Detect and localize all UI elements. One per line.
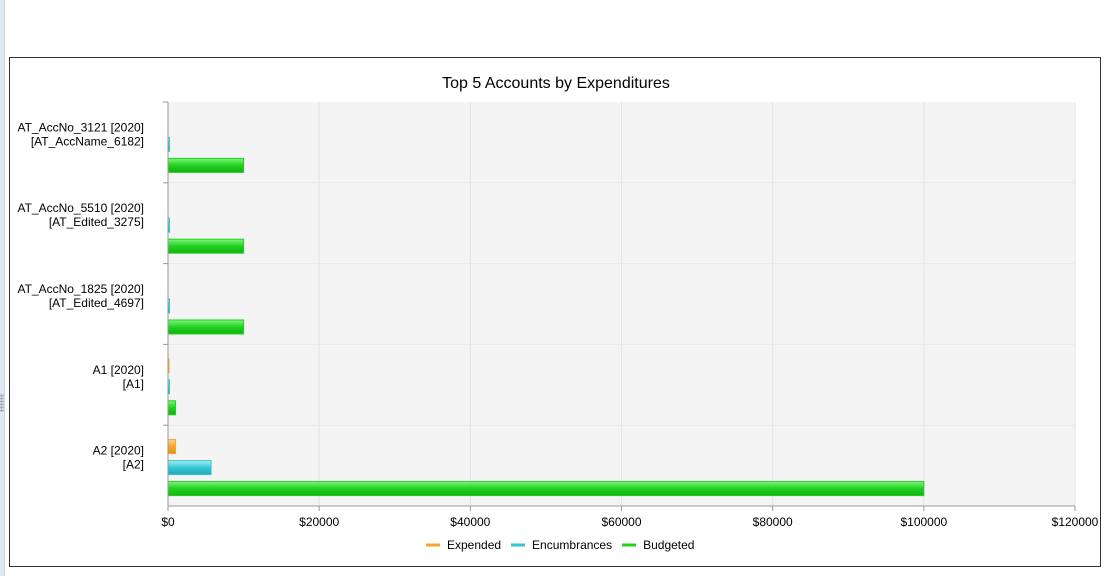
chart-title: Top 5 Accounts by Expenditures [442, 75, 670, 92]
x-tick-label: $20000 [299, 515, 339, 529]
y-category-label: AT_AccNo_3121 [2020] [17, 120, 144, 134]
bars [167, 136, 925, 497]
grid-lines [168, 102, 1076, 506]
splitter-grip-icon[interactable] [0, 394, 4, 412]
legend-label[interactable]: Encumbrances [532, 538, 612, 552]
bar-encumbrances[interactable] [167, 460, 212, 476]
y-category-label: [AT_Edited_4697] [49, 296, 144, 310]
x-tick-label: $60000 [601, 515, 641, 529]
bar-budgeted[interactable] [167, 481, 925, 497]
x-tick-label: $80000 [753, 515, 793, 529]
y-category-label: AT_AccNo_5510 [2020] [17, 201, 144, 215]
left-panel-splitter[interactable] [0, 0, 5, 576]
x-tick-label: $100000 [900, 515, 947, 529]
y-category-label: A1 [2020] [93, 363, 144, 377]
legend: Expended Encumbrances Budgeted [426, 538, 694, 552]
bar-budgeted[interactable] [167, 400, 177, 416]
bar-budgeted[interactable] [167, 238, 245, 254]
x-tick-label: $120000 [1052, 515, 1099, 529]
y-category-label: A2 [2020] [93, 444, 144, 458]
bar-budgeted[interactable] [167, 157, 245, 173]
chart-panel: $0 $20000 $40000 $60000 $80000 $100000 $120000… [9, 57, 1101, 567]
y-category-label: [AT_Edited_3275] [49, 215, 144, 229]
y-category-label: AT_AccNo_1825 [2020] [17, 282, 144, 296]
x-tick-label: $0 [161, 515, 175, 529]
bar-chart: $0 $20000 $40000 $60000 $80000 $100000 $120000… [17, 75, 1099, 552]
y-category-label: [A2] [123, 458, 144, 472]
legend-label[interactable]: Expended [447, 538, 501, 552]
y-category-label: [A1] [123, 377, 144, 391]
bar-expended[interactable] [167, 439, 177, 455]
axes: $0 $20000 $40000 $60000 $80000 $100000 $120000… [17, 101, 1099, 529]
bar-budgeted[interactable] [167, 319, 245, 335]
legend-label[interactable]: Budgeted [643, 538, 694, 552]
x-tick-label: $40000 [450, 515, 490, 529]
y-category-label: [AT_AccName_6182] [31, 134, 144, 148]
